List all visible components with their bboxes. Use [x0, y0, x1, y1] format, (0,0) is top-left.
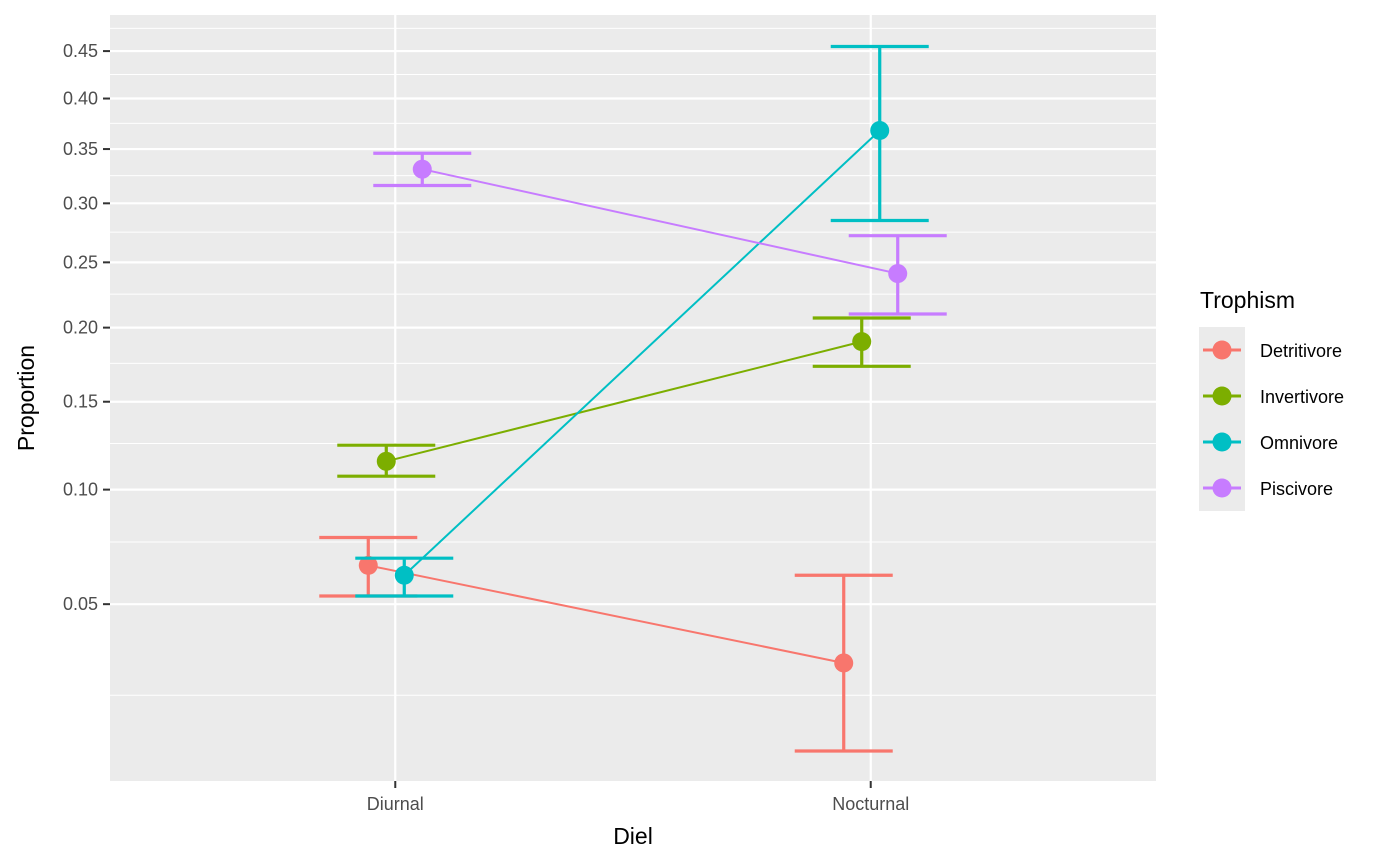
- x-tick-label: Diurnal: [367, 794, 424, 814]
- y-axis-title: Proportion: [13, 345, 39, 451]
- x-tick-label: Nocturnal: [832, 794, 909, 814]
- legend-label: Invertivore: [1260, 387, 1344, 407]
- minor-gridlines: [110, 27, 1156, 696]
- legend-item-piscivore: Piscivore: [1203, 478, 1333, 499]
- y-tick-label: 0.10: [63, 480, 98, 500]
- series-line: [403, 129, 881, 576]
- legend-item-detritivore: Detritivore: [1203, 340, 1342, 361]
- data-point: [412, 159, 432, 179]
- series-line: [368, 564, 844, 664]
- plot-panel: [110, 15, 1156, 781]
- series-line: [386, 340, 862, 463]
- series-line: [422, 168, 898, 275]
- y-tick-label: 0.15: [63, 392, 98, 412]
- y-tick-label: 0.20: [63, 318, 98, 338]
- legend-title: Trophism: [1200, 287, 1295, 313]
- major-gridlines: [110, 15, 1156, 781]
- axes-layer: 0.05 0.10 0.15 0.20 0.25 0.30 0.35 0.40 0.45 Diur…: [63, 41, 909, 814]
- legend-key-point: [1212, 340, 1232, 360]
- legend: Trophism Detritivore Invertivore Omnivore P…: [1199, 287, 1344, 511]
- legend-label: Piscivore: [1260, 479, 1333, 499]
- series-layer: [319, 44, 947, 753]
- data-point: [870, 120, 890, 140]
- data-point: [852, 332, 872, 352]
- data-point: [376, 451, 396, 471]
- series-invertivore: [337, 316, 911, 478]
- legend-label: Detritivore: [1260, 341, 1342, 361]
- data-point: [888, 264, 908, 284]
- y-tick-label: 0.35: [63, 139, 98, 159]
- data-point: [394, 565, 414, 585]
- data-point: [358, 555, 378, 575]
- y-tick-label: 0.05: [63, 594, 98, 614]
- legend-key-point: [1212, 432, 1232, 452]
- series-omnivore: [355, 44, 929, 598]
- series-piscivore: [373, 151, 947, 316]
- legend-item-omnivore: Omnivore: [1203, 432, 1338, 453]
- y-tick-label: 0.25: [63, 252, 98, 272]
- legend-key-point: [1212, 478, 1232, 498]
- legend-key-point: [1212, 386, 1232, 406]
- y-tick-label: 0.30: [63, 193, 98, 213]
- y-tick-label: 0.45: [63, 41, 98, 61]
- data-point: [834, 653, 854, 673]
- x-axis-title: Diel: [613, 823, 653, 849]
- y-tick-label: 0.40: [63, 89, 98, 109]
- legend-item-invertivore: Invertivore: [1203, 386, 1344, 407]
- legend-label: Omnivore: [1260, 433, 1338, 453]
